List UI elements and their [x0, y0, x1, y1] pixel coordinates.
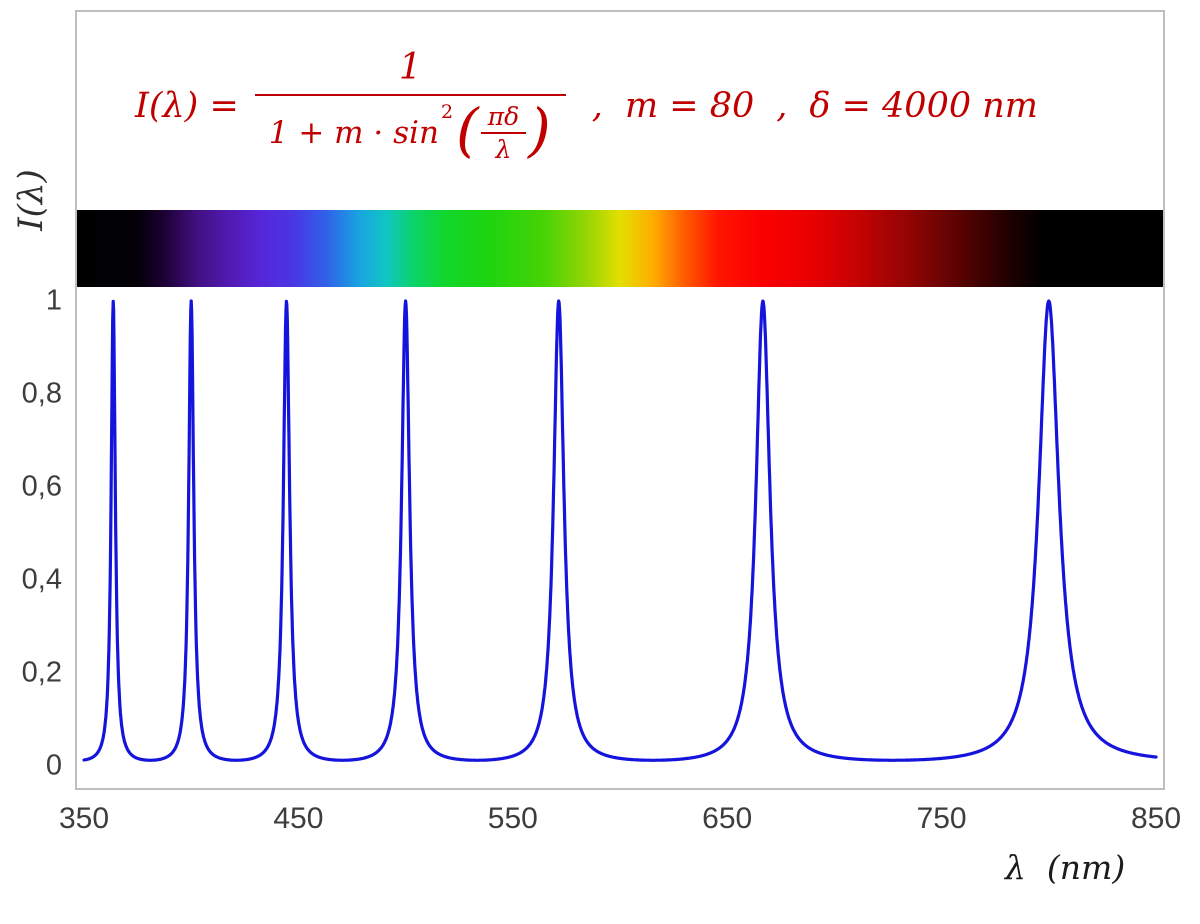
formula-comma-2: ,: [776, 86, 788, 126]
x-tick-label: 350: [58, 802, 110, 835]
x-tick-label: 650: [702, 802, 753, 835]
chart-frame: I(λ) = 1 1 + m · sin 2 ( πδ λ ) , m = 80 …: [75, 10, 1165, 790]
y-axis-label-text: I(λ): [10, 169, 51, 231]
y-axis-label: I(λ): [0, 138, 62, 262]
open-paren: (: [456, 95, 479, 164]
x-axis-label: λ (nm): [1005, 848, 1126, 887]
y-tick-label: 0,8: [21, 377, 62, 410]
y-tick-label: 0,4: [21, 563, 62, 596]
y-tick-label: 0: [45, 749, 62, 782]
formula-comma-1: ,: [591, 86, 603, 126]
formula-inner-fraction: πδ λ: [480, 101, 527, 162]
x-tick-label: 850: [1130, 802, 1182, 835]
formula-param-m: m = 80: [624, 86, 755, 126]
formula-main-fraction: 1 1 + m · sin 2 ( πδ λ ): [254, 47, 566, 164]
formula-lhs: I(λ) =: [135, 86, 239, 126]
x-tick-label: 450: [273, 802, 324, 835]
formula-param-delta: δ = 4000 nm: [809, 86, 1038, 126]
y-tick-label: 0,6: [21, 470, 62, 503]
formula-inner-numerator: πδ: [487, 101, 520, 131]
x-tick-label: 550: [487, 802, 538, 835]
formula-title: I(λ) = 1 1 + m · sin 2 ( πδ λ ) , m = 80 …: [135, 26, 1038, 186]
y-tick-label: 0,2: [21, 656, 62, 689]
intensity-curve: [82, 299, 1158, 762]
formula-inner-denominator: λ: [480, 131, 527, 162]
x-tick-label: 750: [916, 802, 967, 835]
formula-denominator: 1 + m · sin 2 ( πδ λ ): [254, 93, 566, 164]
close-paren: ): [528, 95, 551, 164]
y-tick-label: 1: [45, 284, 62, 317]
spectrum-bar: [77, 210, 1163, 287]
formula-den-prefix: 1 + m · sin: [268, 114, 439, 151]
formula-den-exponent: 2: [440, 100, 454, 123]
formula-numerator: 1: [398, 47, 422, 89]
intensity-curve-svg: [82, 299, 1158, 762]
